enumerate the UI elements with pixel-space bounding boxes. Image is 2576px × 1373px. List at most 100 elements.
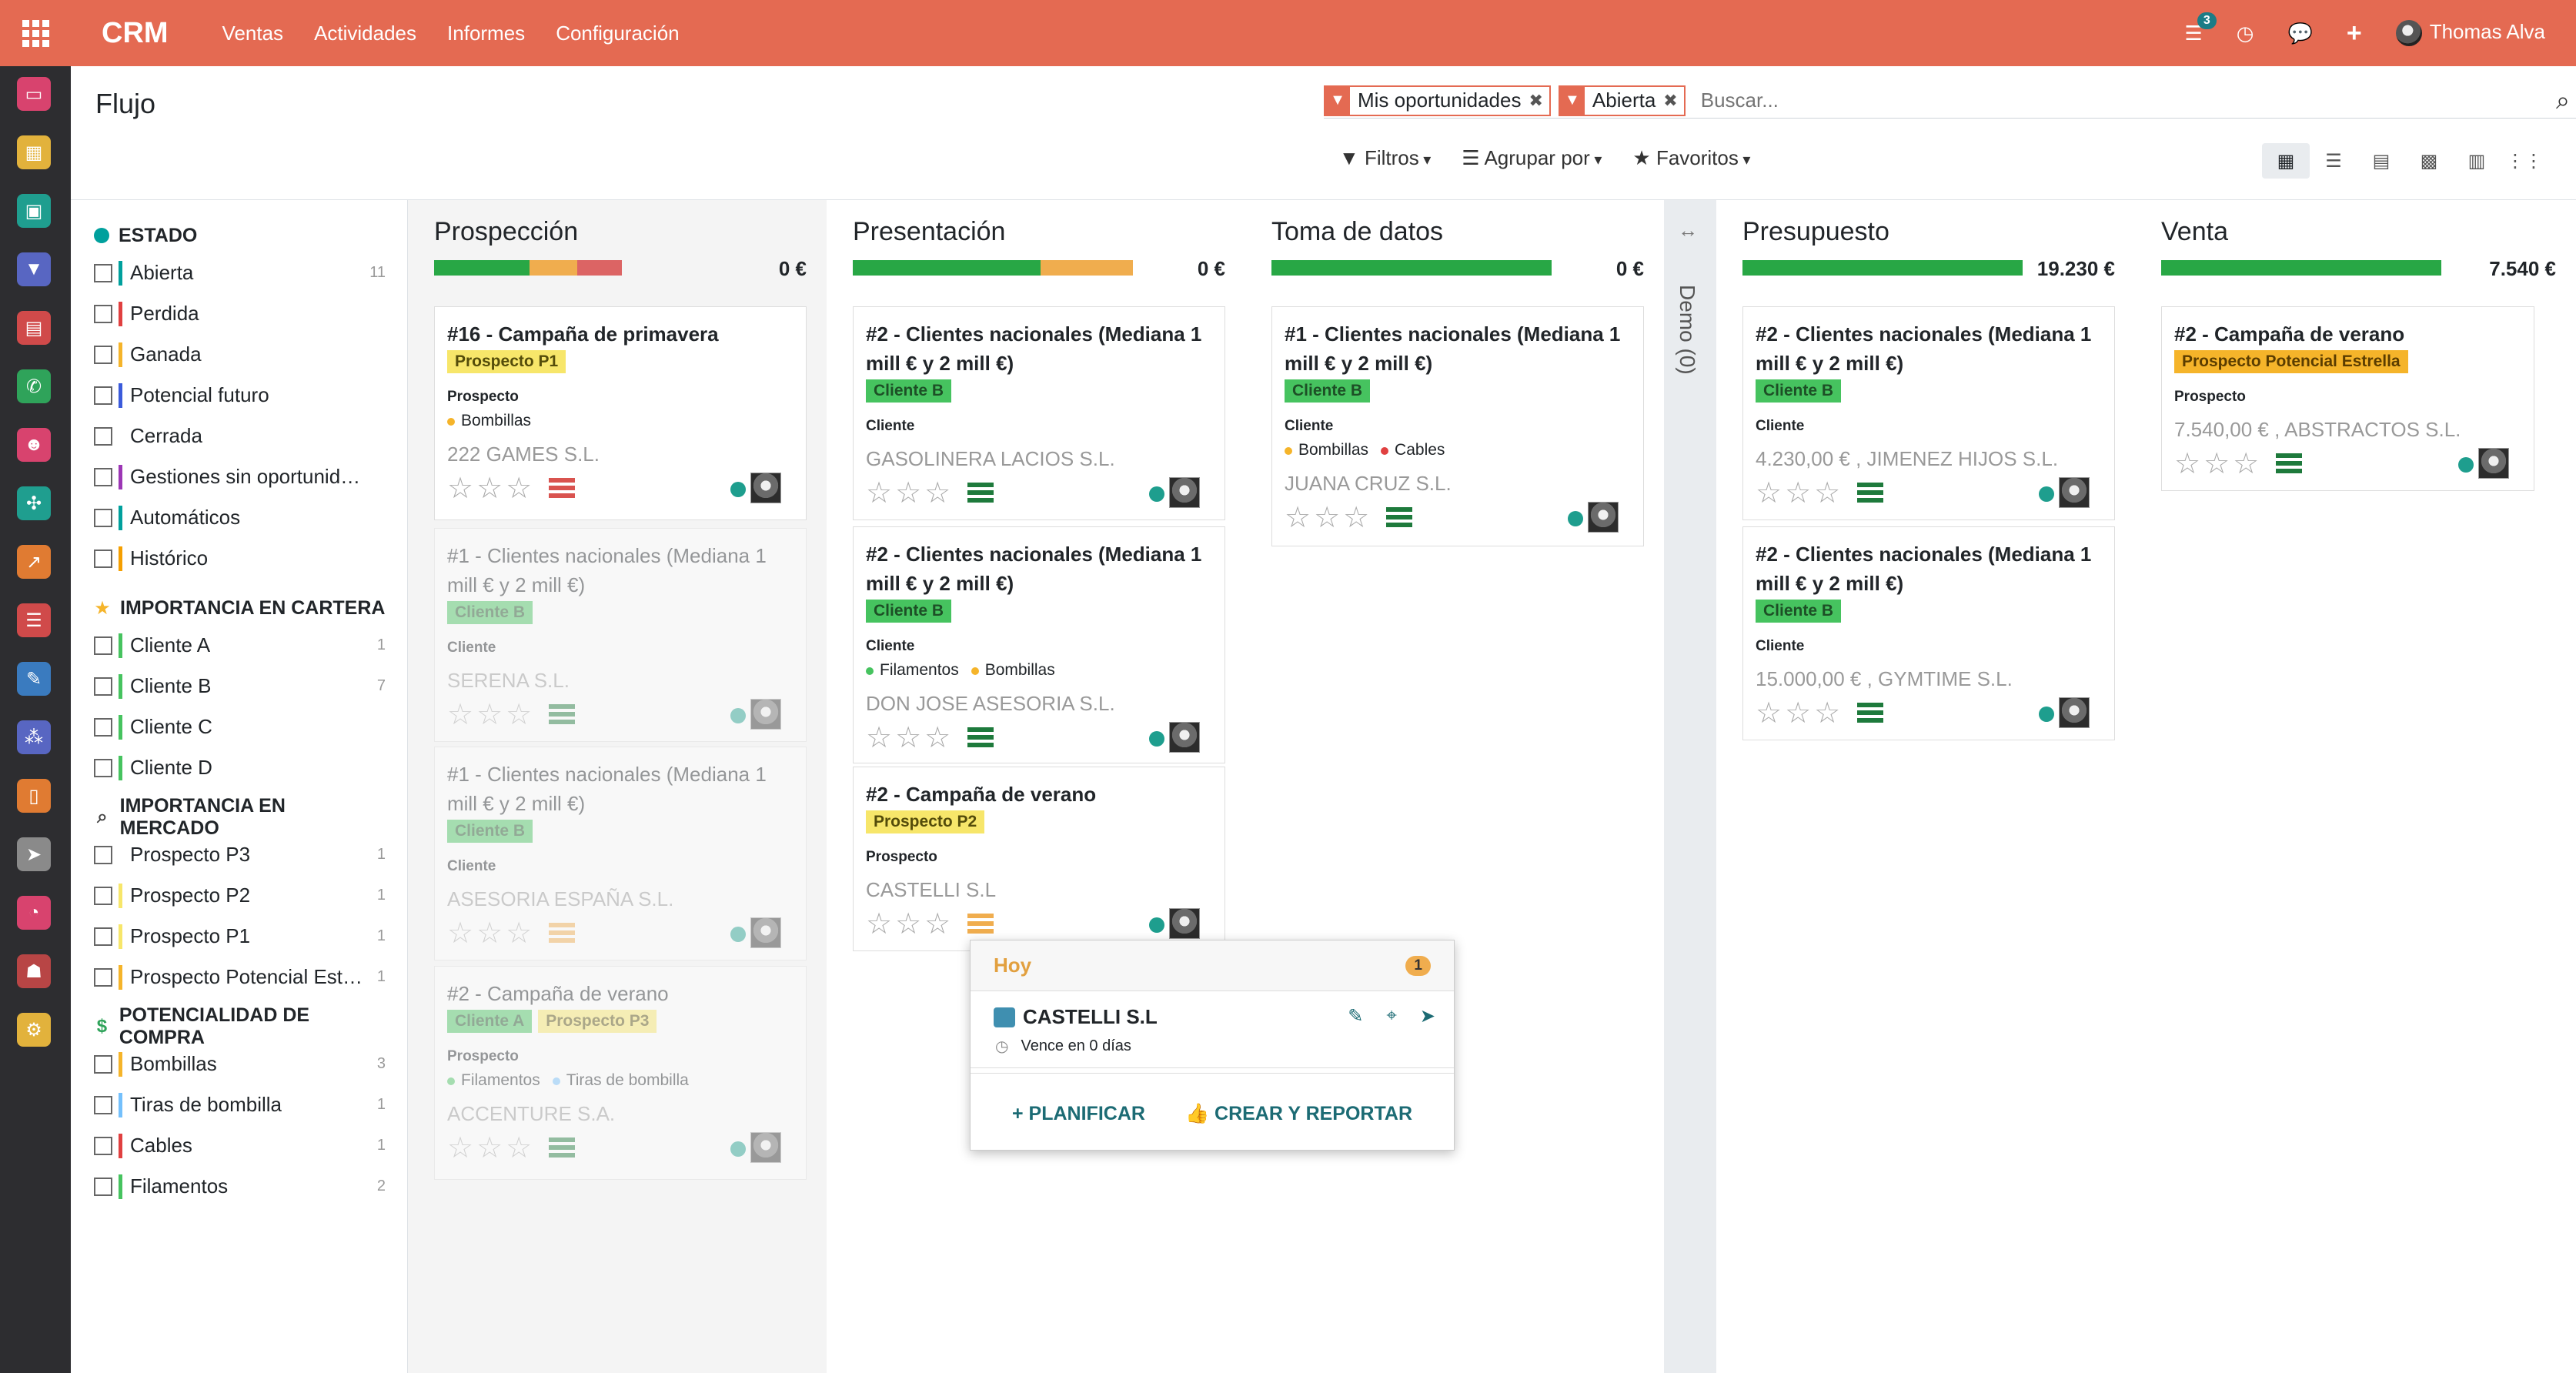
kanban-card[interactable]: #2 - Clientes nacionales (Mediana 1 mill… bbox=[1742, 306, 2115, 520]
network-app-icon[interactable]: ⁂ bbox=[17, 720, 51, 754]
settings-app-icon[interactable]: ⚙ bbox=[17, 1013, 51, 1047]
kanban-card[interactable]: #1 - Clientes nacionales (Mediana 1 mill… bbox=[434, 747, 807, 960]
list-app-icon[interactable]: ☰ bbox=[17, 603, 51, 637]
graph-view-icon[interactable]: ▥ bbox=[2467, 150, 2486, 172]
filter-item[interactable]: Perdida bbox=[94, 293, 386, 334]
checkbox[interactable] bbox=[94, 758, 112, 777]
checkbox[interactable] bbox=[94, 636, 112, 655]
kanban-card[interactable]: #16 - Campaña de primavera Prospecto P1 Pr… bbox=[434, 306, 807, 520]
filter-item[interactable]: Ganada bbox=[94, 334, 386, 375]
calendar-view-icon[interactable]: ▤ bbox=[2372, 150, 2391, 172]
priority-stars-icon[interactable]: ☆☆☆ bbox=[447, 698, 536, 731]
activity-icon[interactable] bbox=[549, 704, 576, 724]
kanban-card[interactable]: #2 - Clientes nacionales (Mediana 1 mill… bbox=[853, 526, 1225, 763]
chat-icon[interactable]: 💬 bbox=[2287, 21, 2313, 45]
checkbox[interactable] bbox=[94, 304, 112, 323]
checkbox[interactable] bbox=[94, 1136, 112, 1155]
status-dot[interactable] bbox=[730, 927, 746, 942]
kanban-card[interactable]: #2 - Clientes nacionales (Mediana 1 mill… bbox=[853, 306, 1225, 520]
activity-icon[interactable] bbox=[1857, 703, 1884, 723]
status-dot[interactable] bbox=[2039, 486, 2054, 502]
filter-item[interactable]: Prospecto Potencial Est… 1 bbox=[94, 957, 386, 997]
checkbox[interactable] bbox=[94, 386, 112, 405]
priority-stars-icon[interactable]: ☆☆☆ bbox=[1756, 476, 1844, 509]
pivot-view-icon[interactable]: ▩ bbox=[2420, 150, 2438, 172]
priority-stars-icon[interactable]: ☆☆☆ bbox=[1756, 697, 1844, 730]
checkbox[interactable] bbox=[94, 1054, 112, 1074]
reports-app-icon[interactable]: ↗ bbox=[17, 545, 51, 579]
checkbox[interactable] bbox=[94, 717, 112, 737]
filter-item[interactable]: Cliente C bbox=[94, 707, 386, 747]
progress-segment[interactable] bbox=[1040, 260, 1133, 276]
kanban-view-icon[interactable]: ▦ bbox=[2262, 143, 2310, 179]
dashboard-app-icon[interactable]: ◔ bbox=[17, 896, 51, 930]
filter-item[interactable]: Abierta 11 bbox=[94, 252, 386, 293]
checkbox[interactable] bbox=[94, 1095, 112, 1114]
send-icon[interactable]: ➤ bbox=[1419, 1006, 1435, 1027]
crm-app-icon[interactable]: ▼ bbox=[17, 252, 51, 286]
checkbox[interactable] bbox=[94, 927, 112, 946]
status-dot[interactable] bbox=[2039, 707, 2054, 722]
filter-item[interactable]: Tiras de bombilla 1 bbox=[94, 1084, 386, 1125]
status-dot[interactable] bbox=[1568, 511, 1583, 526]
priority-stars-icon[interactable]: ☆☆☆ bbox=[866, 907, 954, 940]
kanban-card[interactable]: #2 - Campaña de verano Cliente A Prospecto… bbox=[434, 966, 807, 1180]
checkbox[interactable] bbox=[94, 1177, 112, 1196]
apps-menu-icon[interactable] bbox=[0, 0, 71, 66]
status-dot[interactable] bbox=[730, 708, 746, 723]
column-title[interactable]: Presupuesto bbox=[1742, 217, 1889, 246]
email-marketing-app-icon[interactable]: ➤ bbox=[17, 837, 51, 871]
facet-abierta[interactable]: ▼ Abierta ✖ bbox=[1558, 85, 1686, 116]
activity-icon[interactable] bbox=[967, 727, 994, 747]
activity-icon[interactable] bbox=[549, 1137, 576, 1158]
status-dot[interactable] bbox=[1149, 917, 1164, 933]
calendar-app-icon[interactable]: ▦ bbox=[17, 135, 51, 169]
filters-dropdown[interactable]: ▼ Filtros bbox=[1339, 146, 1431, 170]
filter-item[interactable]: Automáticos bbox=[94, 497, 386, 538]
progress-segment[interactable] bbox=[434, 260, 530, 276]
filter-item[interactable]: Filamentos 2 bbox=[94, 1166, 386, 1207]
activity-icon[interactable] bbox=[967, 914, 994, 934]
priority-stars-icon[interactable]: ☆☆☆ bbox=[2174, 447, 2263, 480]
remove-facet-icon[interactable]: ✖ bbox=[1529, 90, 1543, 110]
favorites-dropdown[interactable]: ★ Favoritos bbox=[1632, 146, 1750, 170]
activity-icon[interactable] bbox=[1386, 507, 1413, 527]
priority-stars-icon[interactable]: ☆☆☆ bbox=[866, 721, 954, 754]
filter-item[interactable]: Cliente B 7 bbox=[94, 666, 386, 707]
phone-app-icon[interactable]: ✆ bbox=[17, 369, 51, 403]
grid-view-icon[interactable]: ⋮⋮ bbox=[2506, 150, 2543, 172]
status-dot[interactable] bbox=[730, 482, 746, 497]
priority-stars-icon[interactable]: ☆☆☆ bbox=[447, 1131, 536, 1164]
filter-item[interactable]: Cliente D bbox=[94, 747, 386, 788]
column-title[interactable]: Presentación bbox=[853, 217, 1006, 246]
priority-stars-icon[interactable]: ☆☆☆ bbox=[447, 472, 536, 505]
menu-ventas[interactable]: Ventas bbox=[222, 21, 284, 45]
team-app-icon[interactable]: ☗ bbox=[17, 954, 51, 988]
status-dot[interactable] bbox=[1149, 486, 1164, 502]
filter-item[interactable]: Cliente A 1 bbox=[94, 625, 386, 666]
activity-icon[interactable] bbox=[967, 483, 994, 503]
activity-icon[interactable] bbox=[549, 923, 576, 943]
status-dot[interactable] bbox=[2458, 457, 2474, 473]
priority-stars-icon[interactable]: ☆☆☆ bbox=[866, 476, 954, 509]
filter-item[interactable]: Potencial futuro bbox=[94, 375, 386, 416]
user-menu[interactable]: Thomas Alva bbox=[2395, 20, 2545, 47]
filter-item[interactable]: Bombillas 3 bbox=[94, 1044, 386, 1084]
folded-column[interactable]: ↔ Demo (0) bbox=[1664, 200, 1716, 1373]
kanban-card[interactable]: #1 - Clientes nacionales (Mediana 1 mill… bbox=[1271, 306, 1644, 546]
progress-segment[interactable] bbox=[576, 260, 622, 276]
kanban-card[interactable]: #2 - Campaña de verano Prospecto P2 Prospe… bbox=[853, 767, 1225, 951]
search-input[interactable] bbox=[1692, 89, 2540, 112]
filter-item[interactable]: Cables 1 bbox=[94, 1125, 386, 1166]
filter-item[interactable]: Prospecto P1 1 bbox=[94, 916, 386, 957]
activity-icon[interactable] bbox=[2276, 453, 2303, 473]
checkbox[interactable] bbox=[94, 676, 112, 696]
status-dot[interactable] bbox=[1149, 731, 1164, 747]
sales-app-icon[interactable]: ▤ bbox=[17, 311, 51, 345]
priority-stars-icon[interactable]: ☆☆☆ bbox=[447, 917, 536, 950]
checkbox[interactable] bbox=[94, 426, 112, 446]
kanban-card[interactable]: #2 - Campaña de verano Prospecto Potencia… bbox=[2161, 306, 2534, 491]
filter-item[interactable]: Prospecto P2 1 bbox=[94, 875, 386, 916]
priority-stars-icon[interactable]: ☆☆☆ bbox=[1285, 501, 1373, 534]
progress-segment[interactable] bbox=[529, 260, 577, 276]
